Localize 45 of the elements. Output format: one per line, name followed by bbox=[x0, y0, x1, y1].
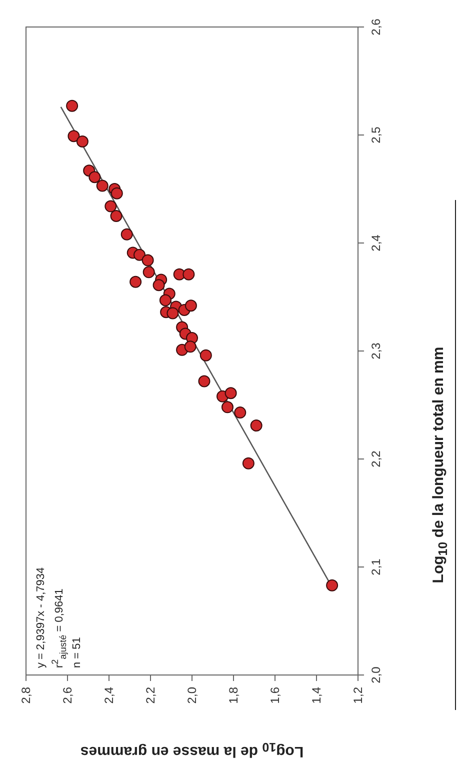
y-tick-label: 2,3 bbox=[369, 342, 383, 360]
point bbox=[198, 375, 210, 388]
point bbox=[242, 457, 254, 470]
point bbox=[104, 200, 117, 212]
point bbox=[68, 130, 80, 142]
x-tick-label: 2,2 bbox=[144, 686, 158, 704]
x-tick-label: 2,4 bbox=[102, 686, 116, 704]
point bbox=[152, 279, 165, 292]
point bbox=[166, 307, 179, 320]
y-tick-label: 2,6 bbox=[369, 18, 383, 36]
point bbox=[110, 187, 123, 200]
point bbox=[110, 210, 122, 222]
point bbox=[184, 340, 196, 353]
y-tick-label: 2,5 bbox=[369, 126, 383, 144]
point bbox=[76, 135, 88, 148]
x-tick-label: 2,6 bbox=[60, 686, 74, 704]
point bbox=[182, 268, 195, 280]
point bbox=[326, 579, 338, 592]
point bbox=[184, 300, 197, 312]
y-tick-label: 2,4 bbox=[369, 234, 383, 252]
x-tick-label: 1,2 bbox=[351, 686, 365, 704]
point bbox=[224, 387, 237, 400]
x-tick-label: 1,4 bbox=[310, 686, 324, 704]
y-tick-label: 2,0 bbox=[369, 666, 383, 684]
x-tick-label: 1,6 bbox=[268, 686, 282, 704]
point bbox=[200, 349, 212, 362]
point bbox=[142, 266, 155, 278]
x-tick-label: 2,0 bbox=[185, 686, 199, 704]
y-tick-label: 2,1 bbox=[369, 558, 383, 576]
point bbox=[221, 401, 234, 414]
annotation: n = 51 bbox=[70, 636, 84, 668]
point bbox=[130, 276, 142, 288]
point bbox=[96, 180, 108, 192]
annotation: y = 2,9397x - 4,7934 bbox=[34, 567, 48, 668]
point bbox=[159, 294, 172, 306]
point bbox=[142, 254, 154, 266]
point bbox=[234, 406, 246, 419]
point bbox=[120, 228, 133, 240]
point bbox=[134, 248, 146, 261]
x-tick-label: 2,8 bbox=[19, 686, 33, 704]
point bbox=[250, 420, 262, 432]
point bbox=[66, 100, 78, 112]
y-tick-label: 2,2 bbox=[369, 450, 383, 468]
point bbox=[88, 171, 101, 184]
x-tick-label: 1,8 bbox=[226, 686, 240, 704]
